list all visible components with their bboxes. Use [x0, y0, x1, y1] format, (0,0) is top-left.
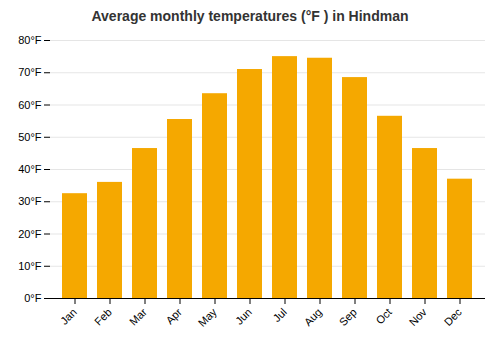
svg-text:Sep: Sep	[337, 306, 359, 328]
svg-text:Jul: Jul	[270, 306, 288, 324]
svg-text:Aug: Aug	[302, 306, 324, 328]
html-text:Average monthly temperatures (: Average monthly temperatures (°F ) in Hi…	[91, 8, 409, 24]
svg-text:0°F: 0°F	[24, 292, 42, 304]
svg-text:10°F: 10°F	[18, 260, 42, 272]
svg-text:Jan: Jan	[58, 306, 79, 327]
svg-text:Jun: Jun	[233, 306, 254, 327]
svg-text:Feb: Feb	[92, 306, 114, 328]
svg-text:80°F: 80°F	[18, 34, 42, 46]
svg-text:May: May	[196, 305, 220, 329]
svg-text:Nov: Nov	[407, 305, 430, 328]
svg-text:Oct: Oct	[373, 306, 394, 327]
svg-text:Dec: Dec	[442, 305, 465, 328]
svg-text:Mar: Mar	[127, 306, 149, 328]
svg-text:70°F: 70°F	[18, 66, 42, 78]
svg-text:20°F: 20°F	[18, 228, 42, 240]
svg-text:60°F: 60°F	[18, 99, 42, 111]
svg-text:30°F: 30°F	[18, 195, 42, 207]
svg-text:50°F: 50°F	[18, 131, 42, 143]
svg-text:40°F: 40°F	[18, 163, 42, 175]
svg-text:Apr: Apr	[163, 306, 184, 327]
